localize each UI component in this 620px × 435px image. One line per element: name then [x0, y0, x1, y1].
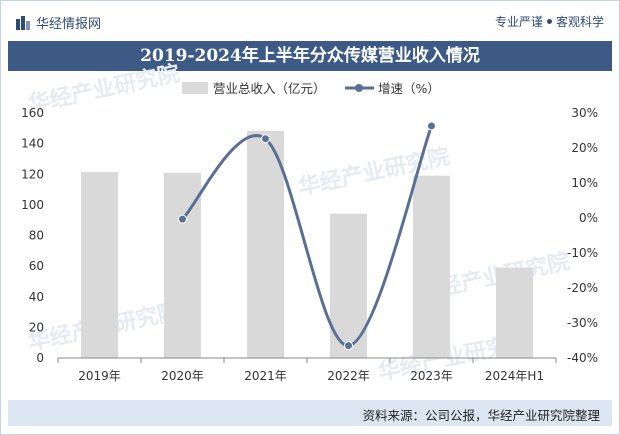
- tagline-left: 专业严谨: [494, 15, 543, 29]
- legend-bar-swatch: [182, 82, 208, 94]
- line-series: [178, 121, 436, 351]
- chart-title: 2019-2024年上半年分众传媒营业收入情况: [8, 41, 612, 71]
- y-left-tick-label: 80: [29, 229, 44, 243]
- x-tick-label: 2020年: [161, 369, 204, 383]
- bar: [496, 267, 533, 358]
- y-left-tick-label: 20: [29, 320, 44, 334]
- tagline-right: 客观科学: [555, 15, 604, 29]
- y-left-tick-label: 160: [21, 106, 44, 120]
- y-left-tick-label: 140: [21, 137, 44, 151]
- top-bar: 华经情报网 专业严谨 客观科学: [0, 0, 620, 40]
- y-right-tick-label: -20%: [567, 281, 598, 295]
- legend: 营业总收入（亿元） 增速（%）: [182, 81, 440, 96]
- y-left-tick-label: 60: [29, 259, 44, 273]
- y-right-tick-label: 20%: [571, 141, 598, 155]
- y-right-tick-label: -30%: [567, 316, 598, 330]
- growth-line: [181, 125, 433, 348]
- y-left-tick-label: 40: [29, 290, 44, 304]
- legend-line-label: 增速（%）: [378, 81, 440, 96]
- legend-bar-label: 营业总收入（亿元）: [213, 81, 326, 96]
- growth-point: [261, 134, 270, 144]
- watermark: 华经产业研究院: [26, 60, 182, 117]
- y-left-tick-label: 100: [21, 198, 44, 212]
- y-right-tick-label: -10%: [567, 246, 598, 260]
- growth-point: [178, 214, 187, 224]
- growth-point: [344, 341, 353, 351]
- x-tick-label: 2024年H1: [485, 369, 544, 383]
- y-left-tick-label: 0: [36, 351, 44, 365]
- axes: 2019年 2020年 2021年 2022年 2023年 2024年H1 0 20 40 60 8…: [21, 106, 598, 383]
- bar: [413, 175, 450, 358]
- x-tick-label: 2022年: [327, 369, 370, 383]
- bar: [247, 130, 284, 358]
- bar-series: [81, 130, 533, 358]
- x-tick-label: 2023年: [410, 369, 453, 383]
- x-tick-label: 2021年: [244, 369, 287, 383]
- tagline-dot: [546, 19, 552, 24]
- source-note: 资料来源：公司公报，华经产业研究院整理: [362, 408, 600, 423]
- x-tick-label: 2019年: [78, 369, 121, 383]
- y-right-tick-label: 0%: [579, 211, 598, 225]
- y-right-tick-label: 30%: [571, 106, 598, 120]
- growth-point: [427, 121, 436, 131]
- brand[interactable]: 华经情报网: [16, 13, 101, 32]
- bar: [81, 172, 118, 358]
- bar-logo-icon: [16, 15, 30, 30]
- tagline: 专业严谨 客观科学: [495, 13, 604, 30]
- y-right-tick-label: 10%: [571, 176, 598, 190]
- y-right-tick-label: -40%: [567, 351, 598, 365]
- y-left-tick-label: 120: [21, 167, 44, 181]
- legend-line-marker: [355, 84, 363, 92]
- brand-name: 华经情报网: [36, 17, 102, 32]
- footer: 资料来源：公司公报，华经产业研究院整理: [8, 400, 612, 426]
